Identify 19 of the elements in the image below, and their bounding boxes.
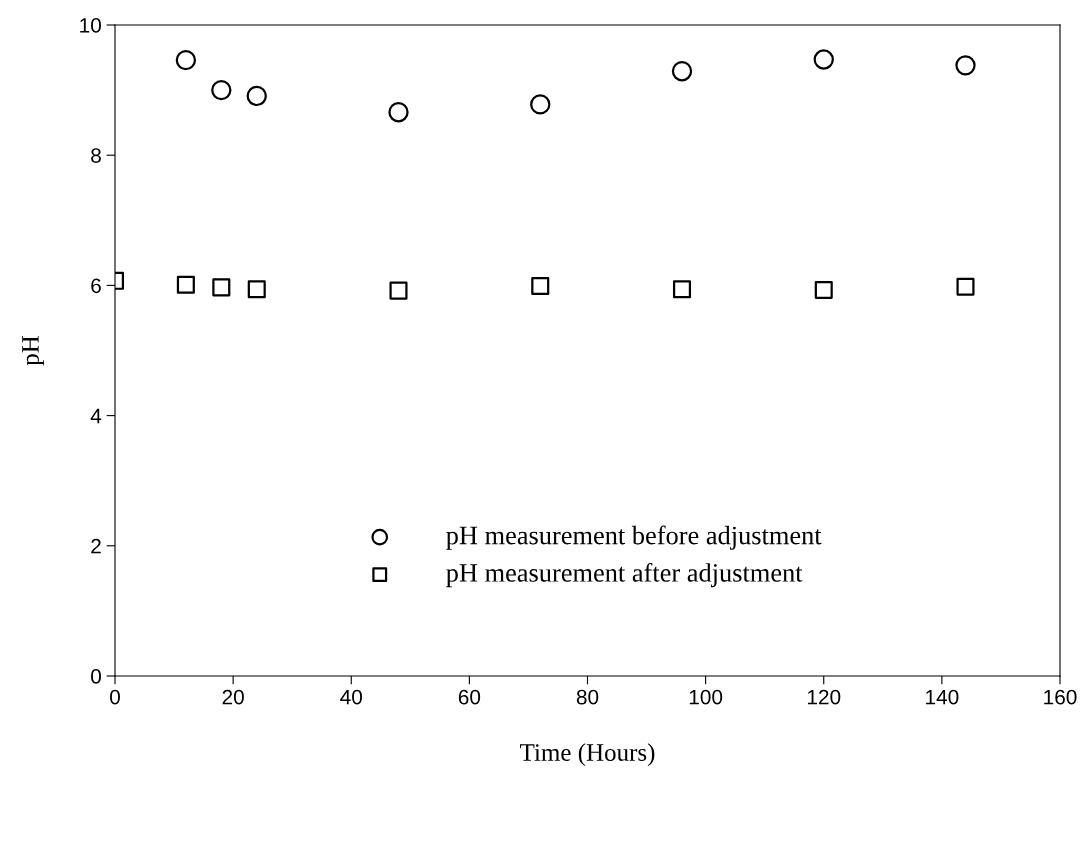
legend-label: pH measurement before adjustment <box>446 525 822 550</box>
x-tick-label: 60 <box>458 689 481 705</box>
y-tick-label: 4 <box>90 408 102 424</box>
x-tick-label: 0 <box>110 689 120 705</box>
y-tick-label: 10 <box>80 18 101 33</box>
x-tick-label: 120 <box>807 689 841 705</box>
x-tick-label: 80 <box>576 689 599 705</box>
legend-label: pH measurement after adjustment <box>446 562 803 588</box>
x-tick-label: 140 <box>926 689 959 705</box>
y-tick-label: 6 <box>91 278 101 294</box>
y-tick-label: 8 <box>91 148 101 163</box>
x-tick-label: 20 <box>222 689 244 705</box>
x-tick-label: 40 <box>340 689 363 705</box>
x-tick-label: 100 <box>689 689 723 705</box>
y-tick-label: 0 <box>91 669 101 684</box>
x-axis-title: Time (Hours) <box>520 743 655 767</box>
y-axis-title: pH <box>22 335 44 366</box>
x-tick-label: 160 <box>1044 689 1077 705</box>
y-tick-label: 2 <box>91 538 101 554</box>
